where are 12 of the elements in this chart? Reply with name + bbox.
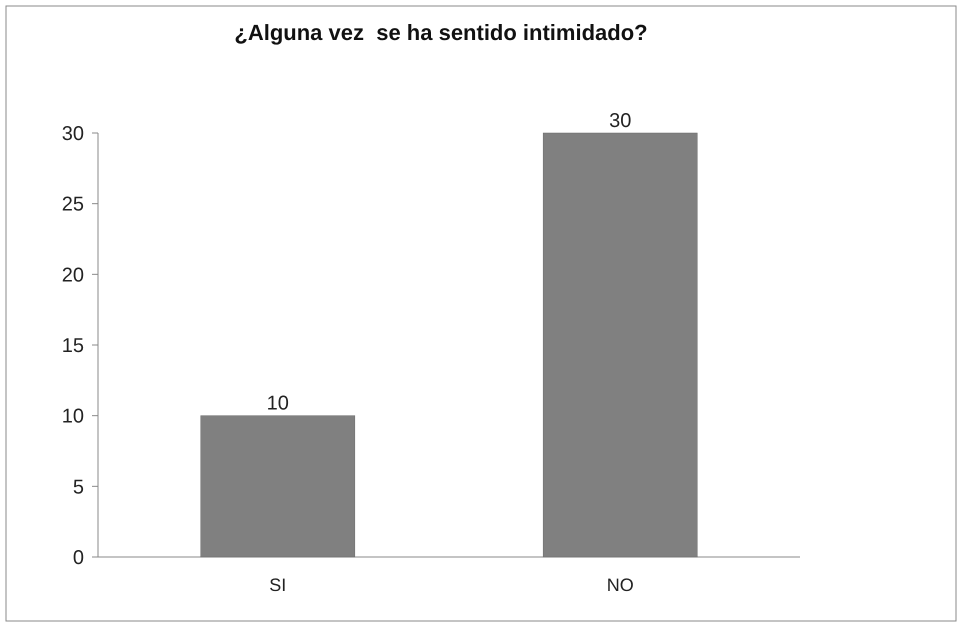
chart-title: ¿Alguna vez se ha sentido intimidado? <box>234 20 648 45</box>
data-label: 30 <box>609 110 632 132</box>
y-tick-label: 15 <box>62 335 84 357</box>
y-tick-label: 5 <box>72 476 84 498</box>
data-label: 10 <box>266 392 289 415</box>
x-tick-label: NO <box>606 575 634 595</box>
y-tick-label: 25 <box>62 194 84 216</box>
y-tick-label: 30 <box>62 123 84 145</box>
y-tick-label: 20 <box>62 264 84 286</box>
x-tick-label: SI <box>269 575 286 595</box>
y-tick-label: 0 <box>72 547 84 569</box>
y-tick-label: 10 <box>62 406 84 428</box>
